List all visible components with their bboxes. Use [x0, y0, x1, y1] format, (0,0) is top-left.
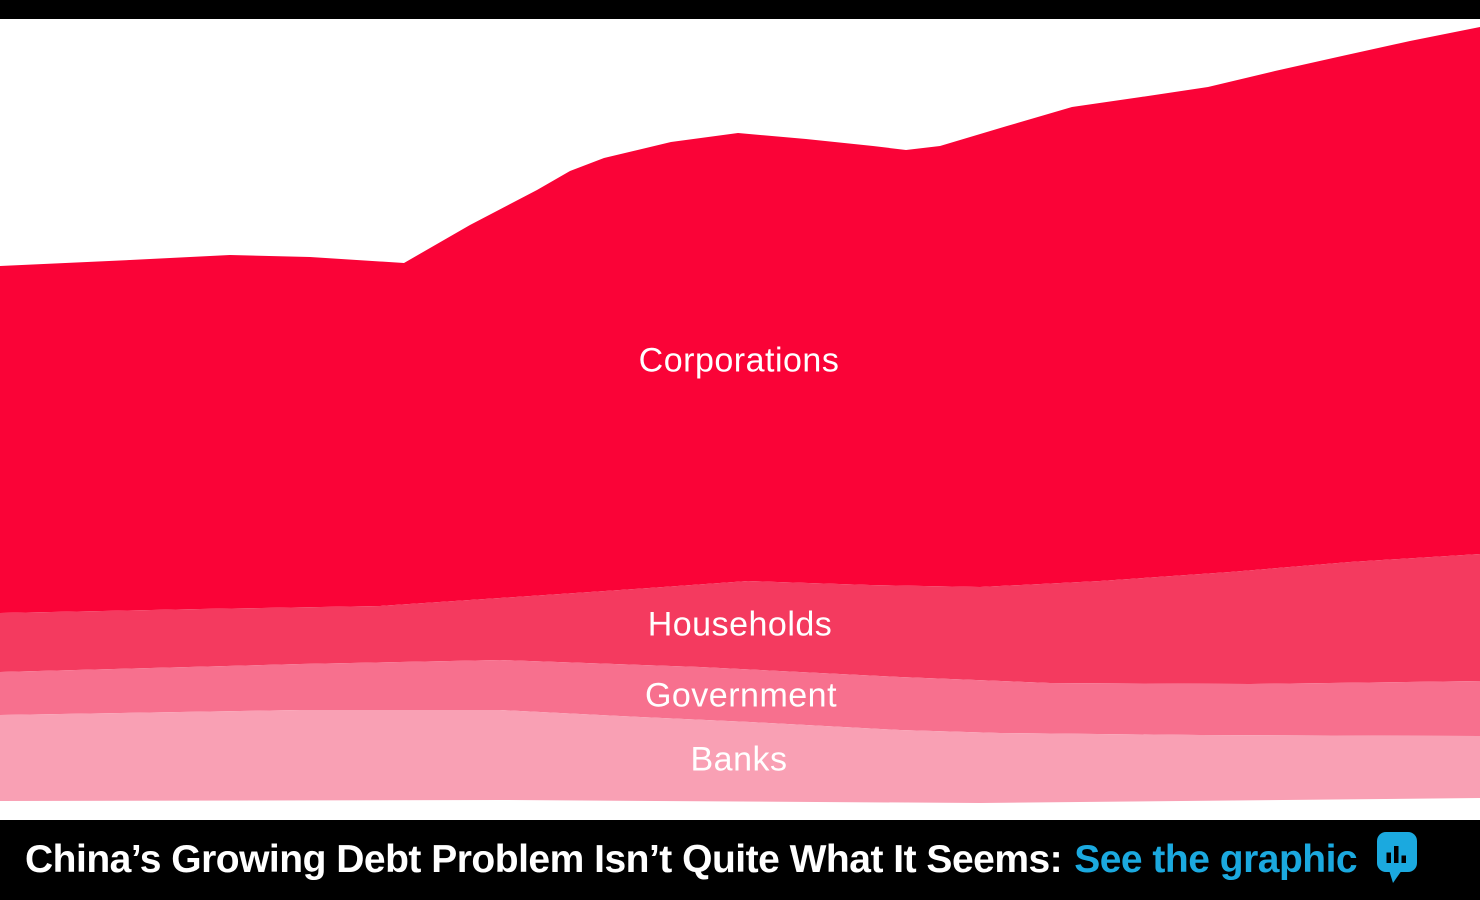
- chart-speech-bubble-icon[interactable]: [1377, 832, 1418, 884]
- bar-chart-bar-3: [1401, 855, 1407, 863]
- footer-headline: China’s Growing Debt Problem Isn’t Quite…: [25, 838, 1063, 881]
- area-banks: [0, 710, 1480, 803]
- area-government: [0, 660, 1480, 736]
- see-the-graphic-link[interactable]: See the graphic: [1074, 838, 1358, 881]
- top-black-bar: [0, 0, 1480, 19]
- area-households: [0, 554, 1480, 684]
- footer-bar: China’s Growing Debt Problem Isn’t Quite…: [0, 820, 1480, 900]
- bar-chart-bar-2: [1394, 846, 1399, 863]
- speech-bubble-tail: [1389, 870, 1403, 883]
- bar-chart-bar-1: [1386, 852, 1392, 863]
- area-corporations: [0, 27, 1480, 613]
